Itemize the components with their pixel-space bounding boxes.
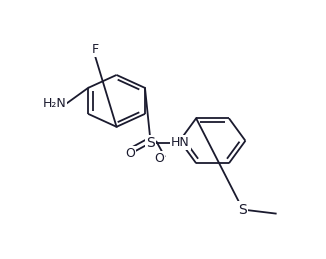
Text: O: O — [155, 152, 164, 165]
Text: O: O — [126, 147, 135, 160]
Text: S: S — [146, 136, 155, 150]
Text: HN: HN — [171, 136, 190, 149]
Text: S: S — [239, 203, 247, 217]
Text: H₂N: H₂N — [42, 97, 66, 110]
Text: F: F — [92, 43, 99, 56]
